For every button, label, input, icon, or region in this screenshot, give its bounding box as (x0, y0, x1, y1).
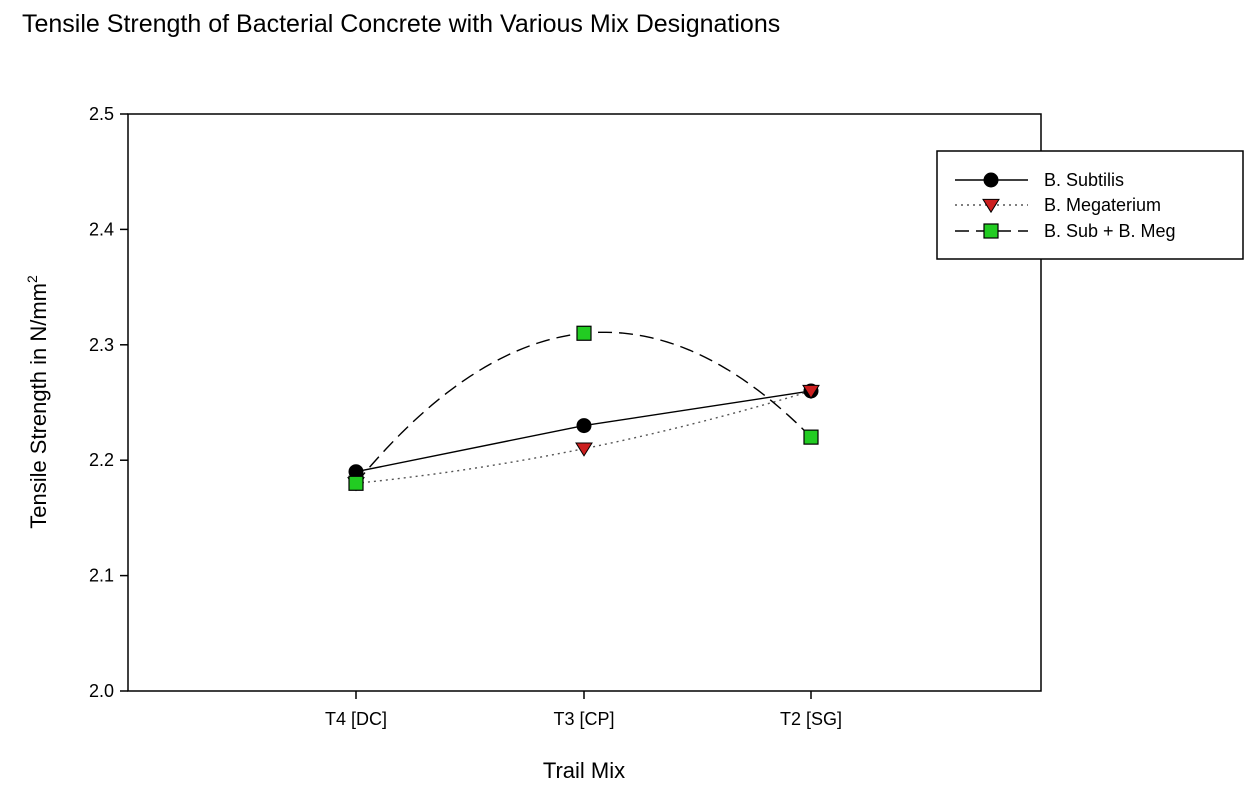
x-axis-title: Trail Mix (543, 758, 625, 783)
x-tick-label: T4 [DC] (325, 709, 387, 729)
legend-marker (983, 223, 999, 239)
y-tick-label: 2.0 (89, 681, 114, 701)
y-axis-title-superscript: 2 (24, 275, 40, 283)
x-tick-label: T2 [SG] (780, 709, 842, 729)
data-point (576, 325, 592, 341)
y-axis-title-text: Tensile Strength in N/mm (26, 283, 51, 529)
chart-title: Tensile Strength of Bacterial Concrete w… (22, 10, 780, 38)
data-point (348, 475, 364, 491)
data-point (803, 429, 819, 445)
data-point (576, 418, 592, 434)
data-point (575, 442, 593, 457)
series-line (355, 390, 812, 484)
series-line (355, 331, 812, 484)
y-tick-label: 2.4 (89, 219, 114, 239)
y-tick-label: 2.3 (89, 335, 114, 355)
legend-marker (982, 198, 1000, 214)
legend-marker (983, 172, 999, 188)
x-axis: T4 [DC] T3 [CP] T2 [SG] (325, 691, 842, 729)
y-tick-label: 2.5 (89, 104, 114, 124)
y-axis: 2.0 2.1 2.2 2.3 2.4 2.5 (89, 104, 128, 701)
plot-frame (127, 113, 1042, 692)
legend-label: B. Megaterium (1044, 195, 1161, 215)
legend: B. Subtilis B. Megaterium B. Sub + B. Meg (936, 150, 1244, 260)
x-tick-label: T3 [CP] (553, 709, 614, 729)
legend-label: B. Subtilis (1044, 170, 1124, 190)
y-axis-title: Tensile Strength in N/mm2 (24, 275, 51, 529)
y-tick-label: 2.2 (89, 450, 114, 470)
data-point (802, 384, 820, 400)
series-layer (347, 325, 820, 492)
y-tick-label: 2.1 (89, 566, 114, 586)
legend-label: B. Sub + B. Meg (1044, 221, 1176, 241)
